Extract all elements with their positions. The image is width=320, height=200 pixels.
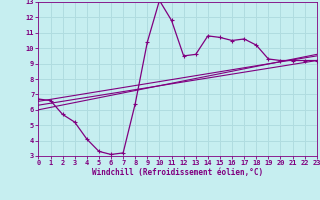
X-axis label: Windchill (Refroidissement éolien,°C): Windchill (Refroidissement éolien,°C)	[92, 168, 263, 177]
